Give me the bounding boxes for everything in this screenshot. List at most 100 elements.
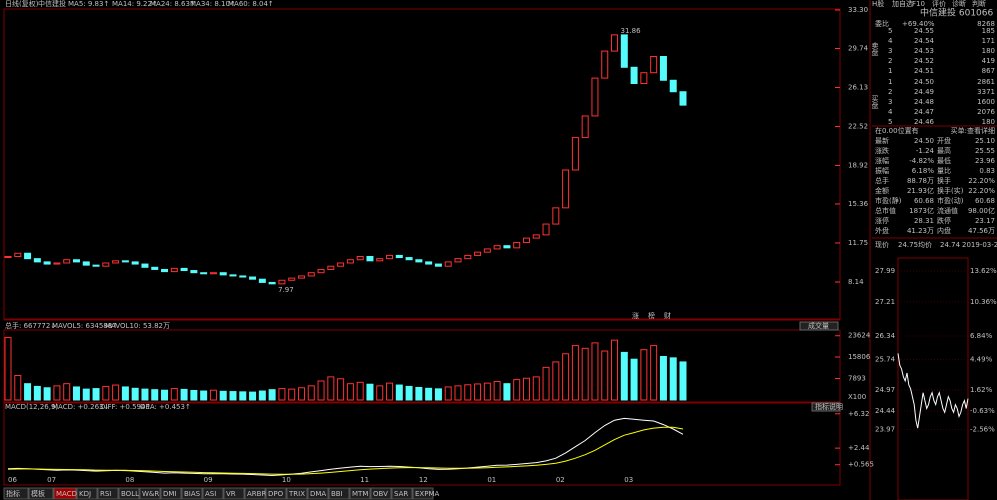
tab[interactable] [391, 487, 413, 500]
month-label: 12 [419, 476, 428, 484]
candle [650, 55, 658, 74]
tab[interactable] [181, 487, 203, 500]
tab[interactable] [223, 487, 245, 500]
tab[interactable] [265, 487, 287, 500]
candle [43, 261, 51, 265]
sell-cell: 24.54 [914, 37, 935, 45]
tab[interactable] [28, 487, 54, 500]
y-tick-label: 15806 [848, 353, 871, 361]
tab-label[interactable]: ASI [205, 490, 216, 498]
candle [522, 237, 530, 243]
volume-bar [434, 388, 442, 401]
sell-cell: 4 [888, 37, 893, 45]
candle [200, 272, 208, 275]
volume-bar [474, 383, 482, 401]
tab[interactable] [244, 487, 266, 500]
volume-bar [33, 385, 41, 401]
tab-label[interactable]: 指标 [6, 489, 20, 498]
volume-bar [102, 385, 110, 401]
tab[interactable] [118, 487, 140, 500]
candle [72, 259, 80, 263]
tab-label[interactable]: VR [226, 490, 236, 498]
candle [611, 34, 619, 52]
tab-label[interactable]: DPO [268, 490, 284, 498]
candle [434, 263, 442, 267]
candle [112, 260, 120, 264]
volume-bar [444, 386, 452, 401]
candle [474, 251, 482, 256]
volume-bar [542, 366, 550, 401]
tab[interactable] [307, 487, 329, 500]
candle [102, 262, 110, 267]
tab-label[interactable]: RSI [100, 490, 111, 498]
tab[interactable] [412, 487, 434, 500]
tab-label[interactable]: DMI [163, 490, 177, 498]
tab-label[interactable]: MTM [352, 490, 368, 498]
volume-bar [229, 391, 237, 401]
candle [327, 265, 335, 270]
high-label: 31.86 [621, 27, 642, 35]
tab-label[interactable]: OBV [373, 490, 388, 498]
volume-bar [121, 386, 129, 401]
volume-header: 总手: 667772↓ [5, 321, 56, 330]
volume-bar [141, 388, 149, 401]
tab-label[interactable]: KDJ [79, 490, 91, 498]
volume-bar [493, 381, 501, 401]
buy-cell: 24.48 [914, 98, 934, 106]
tab[interactable] [53, 487, 77, 500]
tab[interactable] [139, 487, 161, 500]
y-tick-label: 23.97 [875, 425, 895, 433]
candle [464, 254, 472, 260]
intraday-line [897, 353, 969, 429]
stat-cell: 涨停 [875, 216, 889, 225]
tab[interactable] [202, 487, 224, 500]
y-tick-label: 25.74 [875, 356, 896, 364]
stat-cell: 24.50 [914, 137, 934, 145]
tab[interactable] [370, 487, 392, 500]
tab[interactable] [97, 487, 119, 500]
toolbar-item[interactable]: F10 [912, 0, 925, 8]
volume-bar [522, 377, 530, 401]
header-text: 中信建投 [38, 0, 66, 8]
tab-label[interactable]: DMA [310, 490, 326, 498]
toolbar-item[interactable]: 加自选 [892, 0, 913, 8]
header-text: MA60: 8.04↑ [228, 0, 274, 8]
volume-bar [601, 350, 609, 401]
month-label: 11 [360, 476, 369, 484]
tab-label[interactable]: SAR [394, 490, 408, 498]
tab-label[interactable]: BOLL [121, 490, 139, 498]
tab-label[interactable]: BBI [331, 490, 343, 498]
tab[interactable] [286, 487, 308, 500]
header-text: MA5: 9.83↑ [68, 0, 109, 8]
candle [640, 72, 648, 85]
tab-label[interactable]: MACD [56, 490, 77, 498]
tab-label[interactable]: ARBR [247, 490, 266, 498]
tab[interactable] [76, 487, 98, 500]
detail-link[interactable]: 买单:查看详细 [951, 126, 995, 135]
candle [229, 274, 237, 277]
volume-bar [190, 389, 198, 401]
stat-cell: 振幅 [875, 166, 889, 175]
tab-label[interactable]: BIAS [184, 490, 201, 498]
tab-label[interactable]: EXPMA [415, 490, 439, 498]
tab-label[interactable]: 模板 [31, 489, 45, 498]
toolbar-item[interactable]: 判断 [972, 0, 986, 8]
pct-tick-label: 4.49% [970, 356, 993, 364]
tab[interactable] [160, 487, 182, 500]
tab-label[interactable]: TRIX [288, 490, 305, 498]
toolbar-item[interactable]: 评价 [932, 0, 946, 8]
toolbar-item[interactable]: H股 [872, 0, 884, 8]
y-tick-label: 26.13 [848, 84, 868, 92]
sell-label: 卖盘 [871, 42, 879, 56]
tab[interactable] [349, 487, 371, 500]
volume-bar [268, 389, 276, 401]
intraday-frame [897, 257, 969, 500]
volume-bar [659, 355, 667, 401]
stat-cell: 47.56万 [968, 227, 995, 235]
tab-label[interactable]: W&R [142, 490, 159, 498]
toolbar-item[interactable]: 诊断 [952, 0, 966, 8]
volume-bar [249, 391, 257, 401]
tab[interactable] [328, 487, 350, 500]
tab[interactable] [3, 487, 29, 500]
